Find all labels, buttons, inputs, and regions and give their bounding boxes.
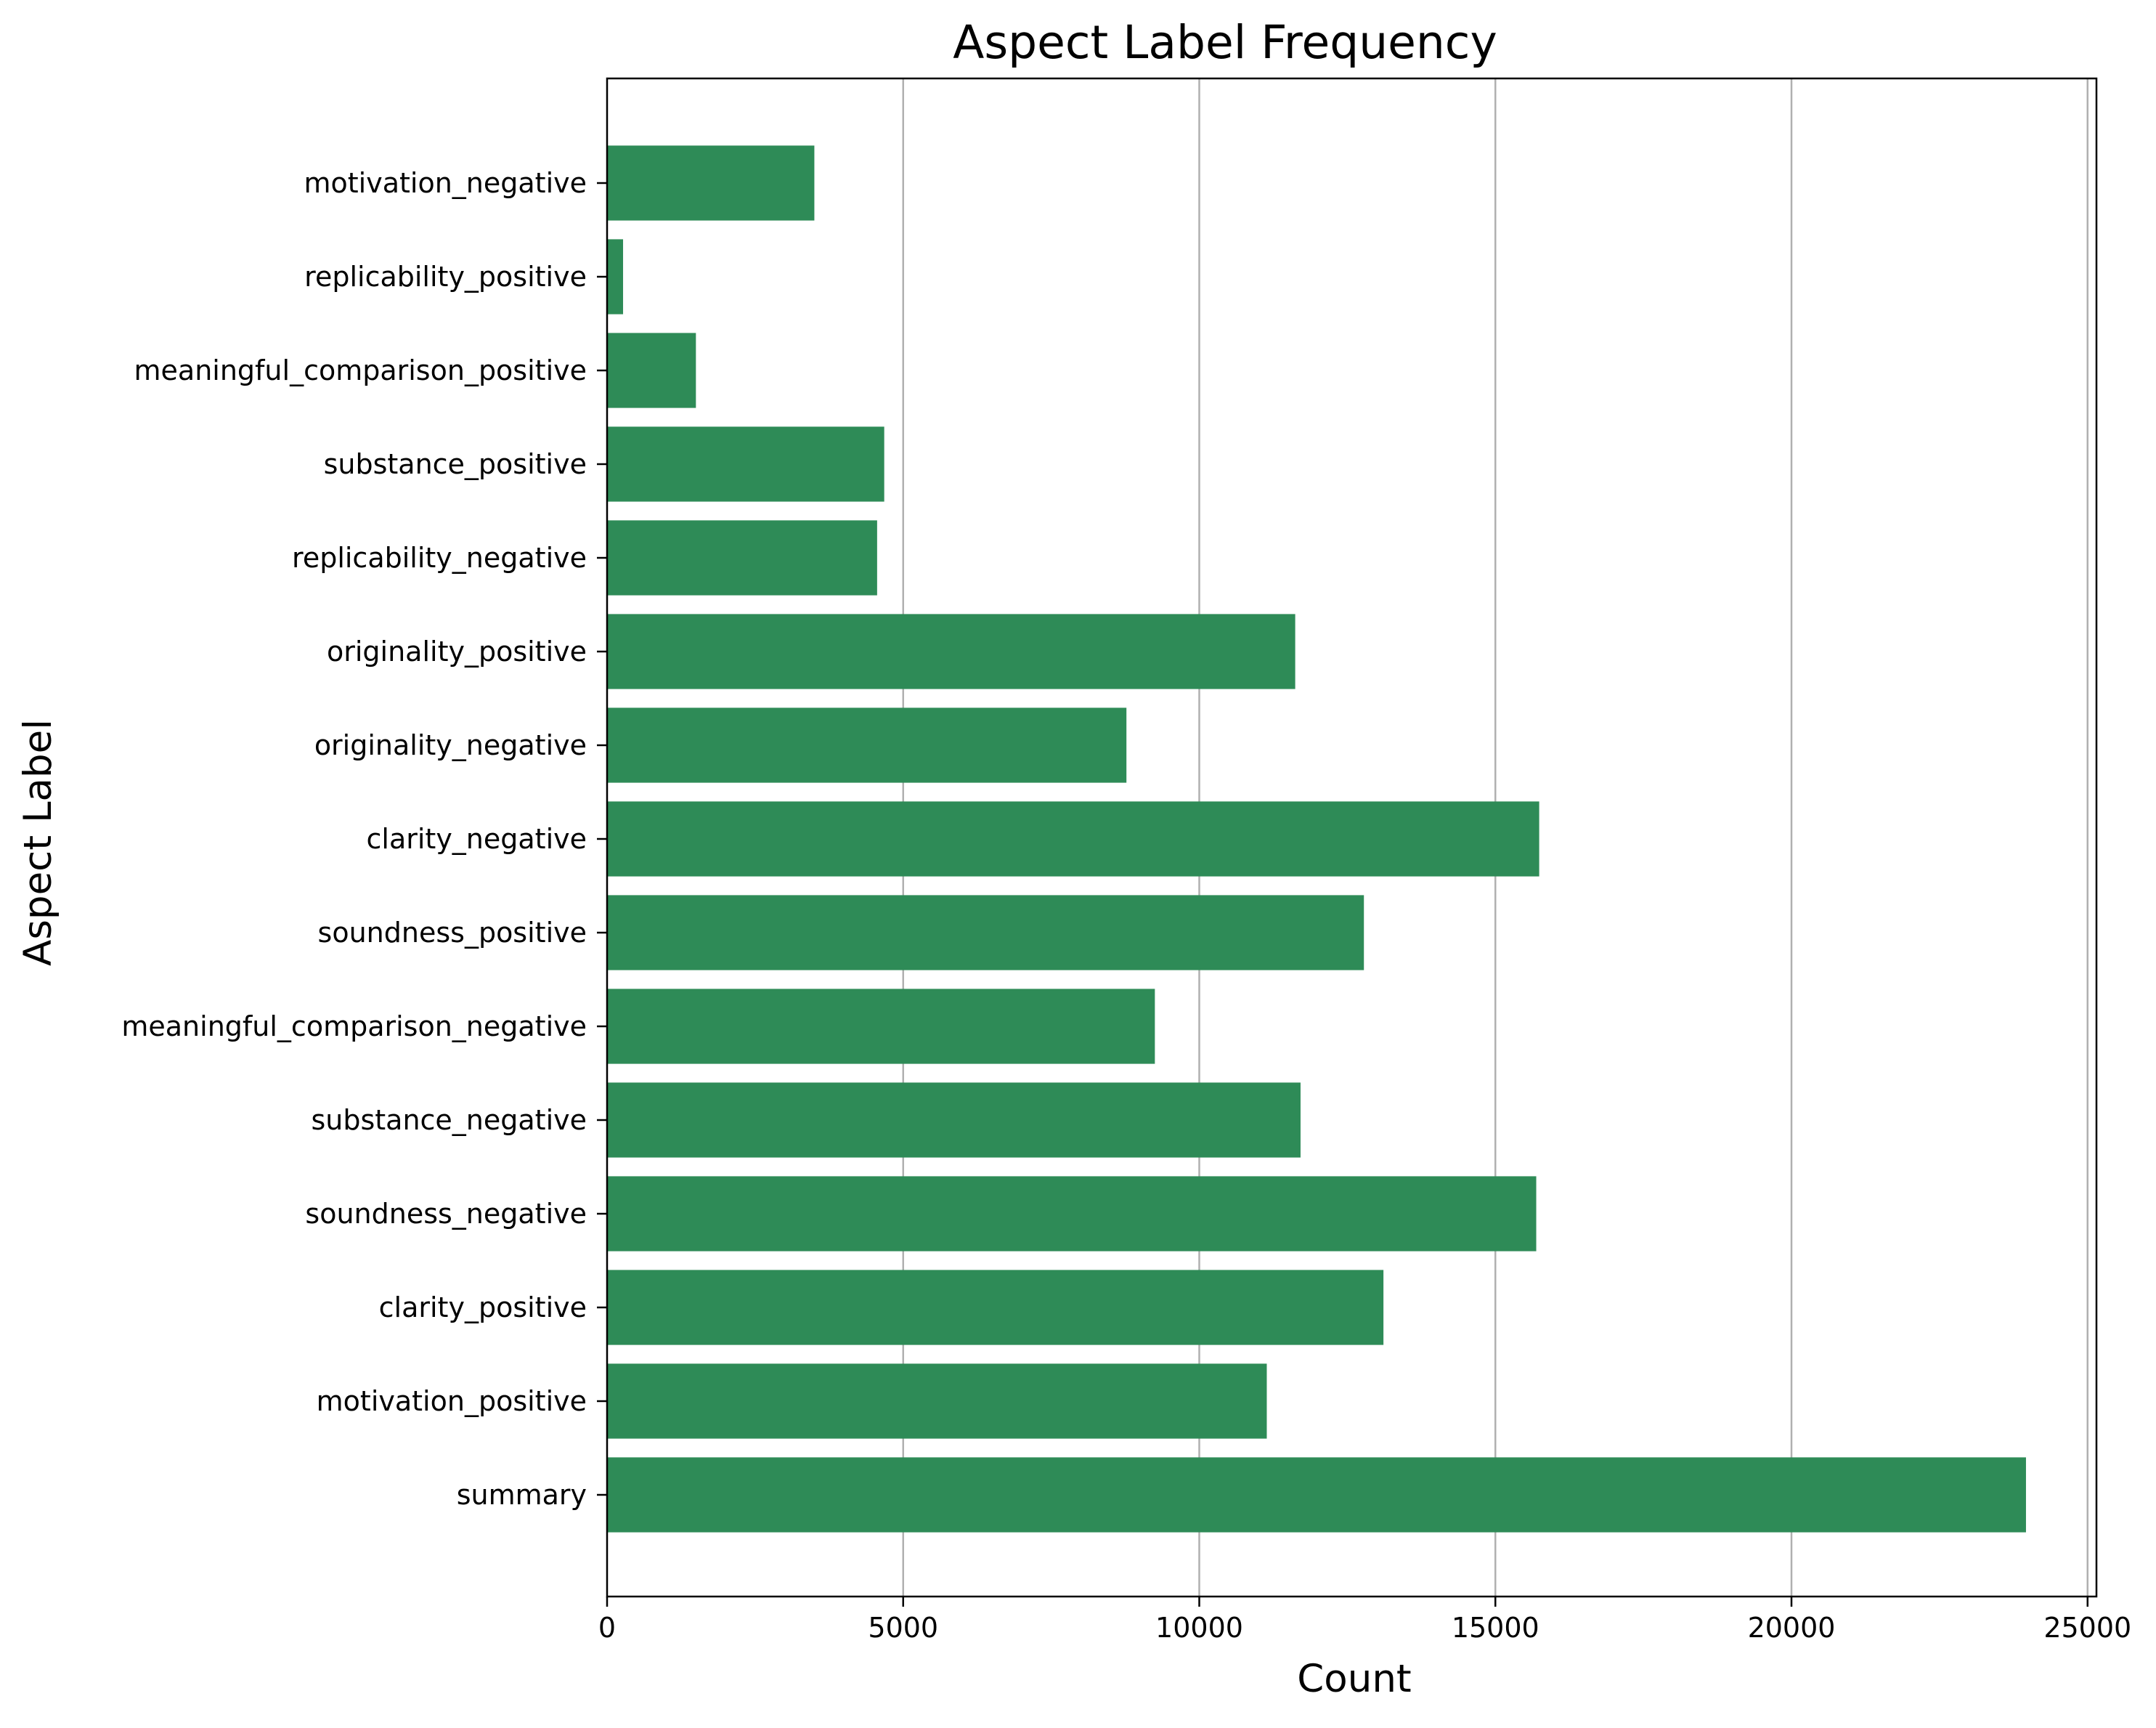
bar-summary <box>607 1457 2026 1533</box>
y-tick-label: replicability_positive <box>304 261 587 293</box>
bar-clarity-negative <box>607 801 1539 877</box>
bar-substance-negative <box>607 1082 1301 1158</box>
bar-motivation-negative <box>607 145 815 221</box>
bar-meaningful-comparison-negative <box>607 989 1155 1064</box>
bar-replicability-negative <box>607 520 877 596</box>
y-tick-label: clarity_positive <box>379 1291 587 1323</box>
bar-meaningful-comparison-positive <box>607 333 696 408</box>
x-tick-label: 25000 <box>2043 1612 2131 1644</box>
y-tick-label: meaningful_comparison_positive <box>134 354 587 386</box>
y-tick-label: soundness_negative <box>305 1198 587 1230</box>
y-tick-label: replicability_negative <box>292 542 587 574</box>
y-axis-title: Aspect Label <box>16 719 60 966</box>
chart-title: Aspect Label Frequency <box>953 16 1497 69</box>
bar-soundness-positive <box>607 895 1364 970</box>
plot-frame <box>606 77 2098 1598</box>
y-tick-label: substance_positive <box>324 448 587 480</box>
bar-originality-positive <box>607 614 1295 689</box>
bar-substance-positive <box>607 426 884 502</box>
y-tick-label: substance_negative <box>311 1104 587 1136</box>
y-tick-label: soundness_positive <box>318 917 587 949</box>
y-tick-label: motivation_negative <box>304 167 587 199</box>
x-axis-ticks: 0 5000 10000 15000 20000 25000 <box>598 1597 2131 1644</box>
y-tick-label: originality_negative <box>314 729 587 761</box>
y-tick-label: clarity_negative <box>367 823 587 855</box>
y-tick-label: originality_positive <box>327 636 587 668</box>
x-tick-label: 5000 <box>868 1612 938 1644</box>
y-tick-label: motivation_positive <box>317 1385 587 1417</box>
x-tick-label: 15000 <box>1452 1612 1539 1644</box>
y-tick-label: meaningful_comparison_negative <box>121 1010 587 1042</box>
x-tick-label: 10000 <box>1155 1612 1243 1644</box>
bar-motivation-positive <box>607 1363 1267 1439</box>
bar-soundness-negative <box>607 1176 1537 1252</box>
y-tick-label: summary <box>457 1479 587 1511</box>
bar-originality-negative <box>607 707 1127 783</box>
bar-clarity-positive <box>607 1270 1384 1345</box>
x-tick-label: 20000 <box>1748 1612 1836 1644</box>
x-axis-title: Count <box>1297 1657 1411 1701</box>
bar-replicability-positive <box>607 239 624 315</box>
bars <box>607 145 2026 1533</box>
x-tick-label: 0 <box>598 1612 616 1644</box>
y-axis-ticks: motivation_negative replicability_positiv… <box>121 167 607 1511</box>
